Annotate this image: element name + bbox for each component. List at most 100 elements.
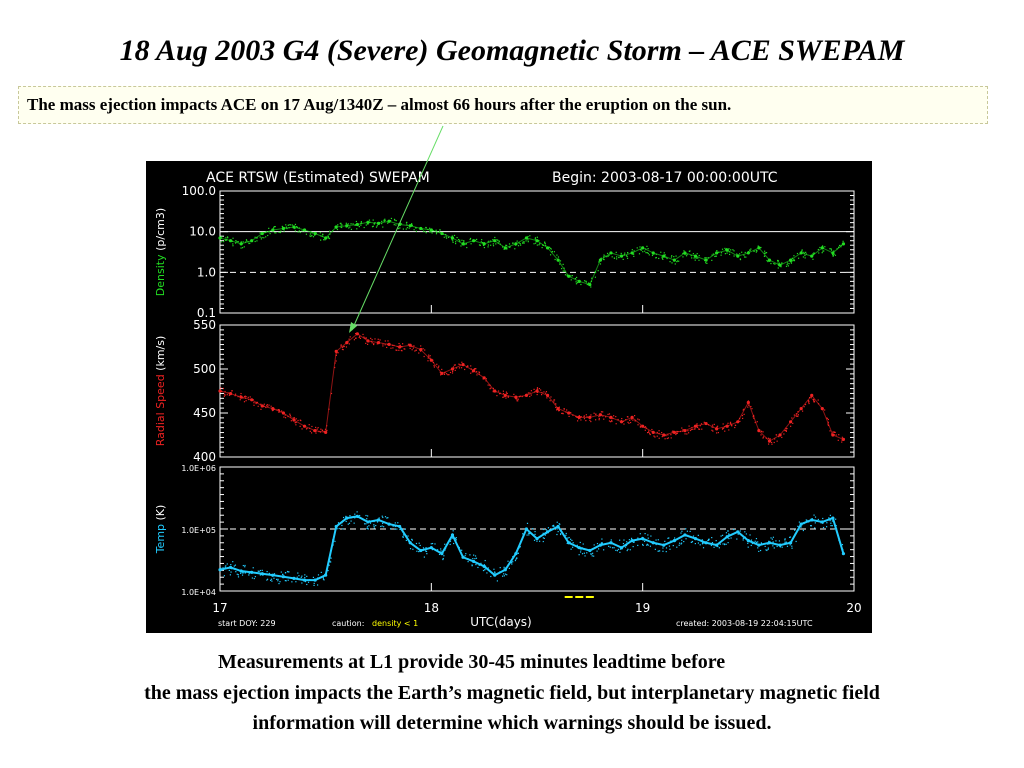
data-dot-speed: [634, 419, 636, 421]
data-dot-density: [406, 226, 409, 229]
data-dot-temp: [835, 527, 838, 530]
data-dot-temp: [527, 532, 530, 534]
data-dot-speed: [308, 427, 311, 429]
data-dot-density: [264, 231, 266, 234]
data-dot-density: [690, 255, 692, 257]
data-dot-speed: [305, 428, 308, 430]
data-dot-speed: [272, 409, 274, 411]
data-dot-density: [286, 227, 288, 230]
data-point-density: [345, 224, 349, 228]
data-dot-temp: [611, 547, 614, 549]
data-dot-speed: [580, 419, 582, 421]
data-dot-speed: [546, 397, 548, 399]
data-dot-temp: [416, 550, 418, 552]
data-dot-density: [790, 261, 792, 263]
data-dot-speed: [497, 390, 500, 392]
data-dot-speed: [598, 415, 600, 418]
data-dot-speed: [348, 343, 350, 345]
data-dot-density: [422, 230, 425, 232]
data-point-temp: [841, 552, 846, 556]
data-dot-speed: [803, 406, 805, 408]
data-point-speed: [218, 389, 222, 393]
data-dot-density: [793, 258, 795, 261]
data-dot-density: [400, 223, 403, 225]
data-dot-temp: [755, 541, 758, 543]
data-dot-speed: [783, 433, 785, 435]
data-dot-density: [557, 256, 560, 258]
data-dot-speed: [583, 416, 585, 418]
data-dot-density: [406, 224, 408, 226]
data-dot-density: [231, 240, 234, 242]
data-dot-density: [443, 236, 445, 238]
data-dot-temp: [348, 522, 351, 524]
data-dot-density: [299, 231, 301, 234]
data-dot-speed: [243, 401, 246, 403]
caption-line-3: information will determine which warning…: [252, 712, 772, 734]
data-dot-speed: [234, 395, 236, 397]
data-dot-density: [438, 231, 441, 233]
data-dot-density: [265, 231, 267, 233]
data-dot-temp: [415, 542, 418, 545]
data-dot-density: [519, 243, 521, 245]
data-dot-temp: [560, 533, 562, 536]
data-dot-density: [613, 257, 616, 259]
data-dot-speed: [458, 363, 460, 365]
y-axis-name: Density: [154, 251, 167, 296]
data-dot-speed: [266, 405, 268, 407]
data-point-speed: [619, 420, 624, 424]
y-tick-label: 1.0: [197, 265, 216, 279]
data-dot-density: [382, 226, 384, 228]
data-dot-speed: [605, 416, 607, 418]
data-dot-density: [273, 226, 275, 228]
data-dot-density: [818, 252, 820, 254]
data-dot-temp: [440, 548, 442, 550]
data-dot-speed: [467, 365, 469, 367]
data-dot-temp: [418, 551, 420, 553]
data-dot-temp: [327, 569, 329, 572]
data-dot-speed: [439, 371, 441, 373]
data-dot-density: [653, 253, 655, 255]
data-dot-speed: [440, 374, 442, 376]
data-dot-temp: [233, 565, 235, 567]
data-dot-speed: [667, 437, 670, 439]
data-dot-temp: [681, 542, 683, 544]
data-dot-temp: [266, 573, 268, 576]
data-dot-temp: [800, 526, 802, 528]
data-dot-temp: [341, 524, 343, 527]
data-dot-speed: [563, 408, 565, 410]
data-dot-density: [527, 239, 529, 241]
data-point-density: [419, 226, 423, 231]
data-dot-temp: [835, 528, 837, 530]
data-dot-temp: [381, 525, 383, 527]
data-dot-density: [724, 247, 726, 250]
data-dot-temp: [765, 549, 767, 551]
data-dot-density: [553, 251, 556, 253]
data-dot-density: [369, 221, 371, 223]
data-point-speed: [239, 395, 243, 399]
data-dot-density: [786, 264, 788, 266]
data-dot-temp: [241, 574, 244, 576]
data-dot-temp: [425, 547, 427, 549]
data-dot-temp: [270, 578, 273, 580]
data-dot-speed: [613, 415, 615, 417]
data-point-temp: [651, 541, 655, 545]
data-dot-density: [274, 232, 276, 234]
data-dot-speed: [367, 343, 369, 345]
data-dot-speed: [653, 435, 655, 437]
data-dot-density: [645, 252, 647, 254]
data-dot-speed: [470, 368, 472, 370]
data-dot-temp: [647, 537, 649, 539]
data-dot-temp: [381, 515, 383, 517]
data-dot-speed: [644, 426, 647, 428]
data-dot-temp: [794, 533, 796, 535]
data-point-speed: [545, 393, 550, 397]
data-dot-density: [374, 222, 376, 224]
data-dot-temp: [442, 558, 444, 561]
data-dot-temp: [689, 530, 691, 533]
data-dot-temp: [287, 571, 289, 573]
data-dot-speed: [428, 356, 430, 358]
data-dot-temp: [673, 537, 676, 539]
data-point-speed: [260, 404, 264, 408]
data-point-speed: [250, 398, 254, 402]
data-dot-speed: [607, 413, 609, 416]
